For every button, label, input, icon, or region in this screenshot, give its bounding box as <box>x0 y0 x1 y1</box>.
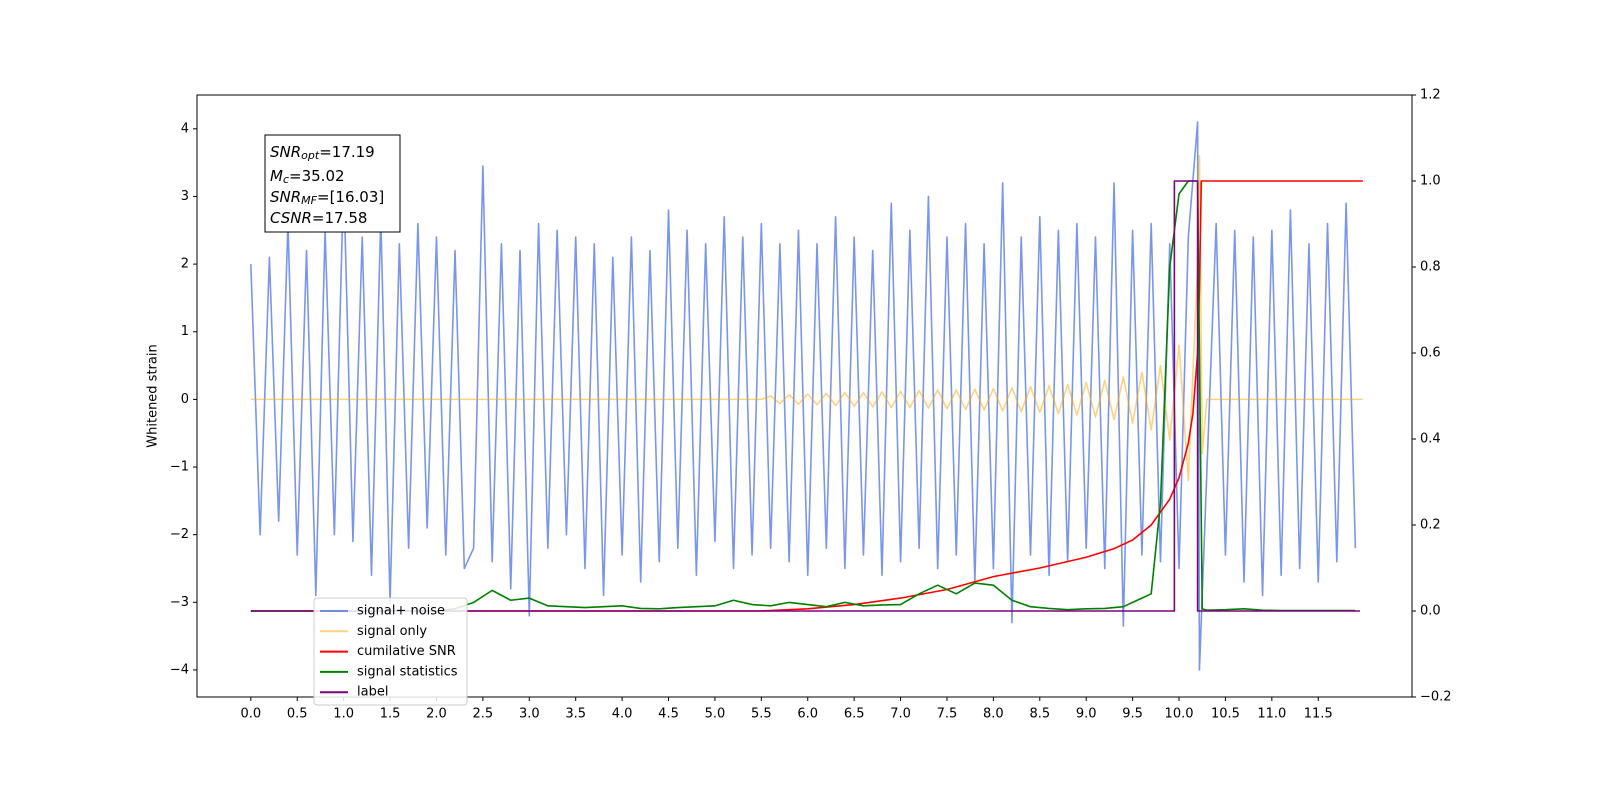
x-tick-label: 2.5 <box>473 707 494 722</box>
y-tick-label: 0 <box>181 392 189 407</box>
annotation-line: CSNR=17.58 <box>270 209 367 227</box>
x-tick-label: 3.5 <box>565 707 586 722</box>
annotation-symbol: CSNR <box>270 209 312 227</box>
y2-tick-label: 0.6 <box>1420 346 1441 361</box>
x-tick-label: 1.5 <box>380 707 401 722</box>
annotation-value: =[16.03] <box>317 188 384 206</box>
legend-label: signal statistics <box>357 664 458 679</box>
x-tick-label: 11.0 <box>1257 707 1286 722</box>
x-tick-label: 10.5 <box>1211 707 1240 722</box>
y-tick-label: 3 <box>181 189 189 204</box>
series-line <box>250 180 1361 612</box>
y-tick-label: −2 <box>170 527 189 542</box>
y-tick-label: 2 <box>181 257 189 272</box>
y2-tick-label: −0.2 <box>1420 690 1452 705</box>
legend-label: signal+ noise <box>357 604 445 619</box>
x-tick-label: 3.0 <box>519 707 540 722</box>
x-tick-label: 8.5 <box>1029 707 1050 722</box>
x-tick-label: 9.5 <box>1122 707 1143 722</box>
legend: signal+ noise signal only cumilative SNR si… <box>313 597 468 706</box>
y2-tick-label: 0.0 <box>1420 604 1441 619</box>
x-tick-label: 1.0 <box>333 707 354 722</box>
annotation-subscript: opt <box>301 149 320 162</box>
y-tick-label: −4 <box>170 662 189 677</box>
legend-label: signal only <box>357 624 427 639</box>
annotation: SNRopt=17.19Mc=35.02SNRMF=[16.03]CSNR=17… <box>264 134 401 233</box>
x-tick-label: 0.5 <box>287 707 308 722</box>
y-tick-label: 4 <box>181 121 189 136</box>
x-tick-label: 7.0 <box>890 707 911 722</box>
x-tick-label: 8.0 <box>983 707 1004 722</box>
annotation-subscript: c <box>283 173 289 186</box>
annotation-value: =35.02 <box>289 167 345 185</box>
x-tick-label: 10.0 <box>1165 707 1194 722</box>
y2-tick-label: 1.2 <box>1420 88 1441 103</box>
y-tick-label: −3 <box>170 595 189 610</box>
x-tick-label: 6.5 <box>844 707 865 722</box>
x-tick-label: 4.5 <box>658 707 679 722</box>
axes-frame <box>196 94 1413 698</box>
y-tick-label: 1 <box>181 324 189 339</box>
x-tick-label: 4.0 <box>612 707 633 722</box>
x-tick-label: 11.5 <box>1304 707 1333 722</box>
series-line <box>250 155 1363 482</box>
x-tick-label: 5.5 <box>751 707 772 722</box>
annotation-lines: SNRopt=17.19Mc=35.02SNRMF=[16.03]CSNR=17… <box>270 143 384 227</box>
x-tick-label: 2.0 <box>426 707 447 722</box>
annotation-symbol: SNR <box>270 143 301 161</box>
annotation-line: Mc=35.02 <box>270 167 345 187</box>
y2-tick-label: 0.2 <box>1420 518 1441 533</box>
y2-tick-label: 1.0 <box>1420 174 1441 189</box>
annotation-line: SNRMF=[16.03] <box>270 188 384 208</box>
x-tick-label: 7.5 <box>937 707 958 722</box>
x-tick-label: 5.0 <box>705 707 726 722</box>
annotation-line: SNRopt=17.19 <box>270 143 375 163</box>
annotation-value: =17.19 <box>319 143 375 161</box>
annotation-symbol: M <box>270 167 283 185</box>
legend-label: label <box>357 685 388 700</box>
annotation-symbol: SNR <box>270 188 301 206</box>
annotation-subscript: MF <box>301 194 317 207</box>
series-line <box>250 121 1357 671</box>
annotation-box <box>264 134 401 233</box>
y-tick-label: −1 <box>170 460 189 475</box>
y2-tick-label: 0.8 <box>1420 260 1441 275</box>
ticks: 0.0 0.5 1.0 1.5 2.0 2.5 3.0 3.5 4.0 4.5 5.0 5.5 6.0 6… <box>170 88 1452 722</box>
x-tick-label: 6.0 <box>797 707 818 722</box>
y-axis-label: Whitened strain <box>146 344 161 447</box>
y2-tick-label: 0.4 <box>1420 432 1441 447</box>
x-tick-label: 0.0 <box>240 707 261 722</box>
legend-label: cumilative SNR <box>357 644 456 659</box>
legend-box <box>313 597 468 706</box>
x-tick-label: 9.0 <box>1076 707 1097 722</box>
annotation-value: =17.58 <box>312 209 368 227</box>
